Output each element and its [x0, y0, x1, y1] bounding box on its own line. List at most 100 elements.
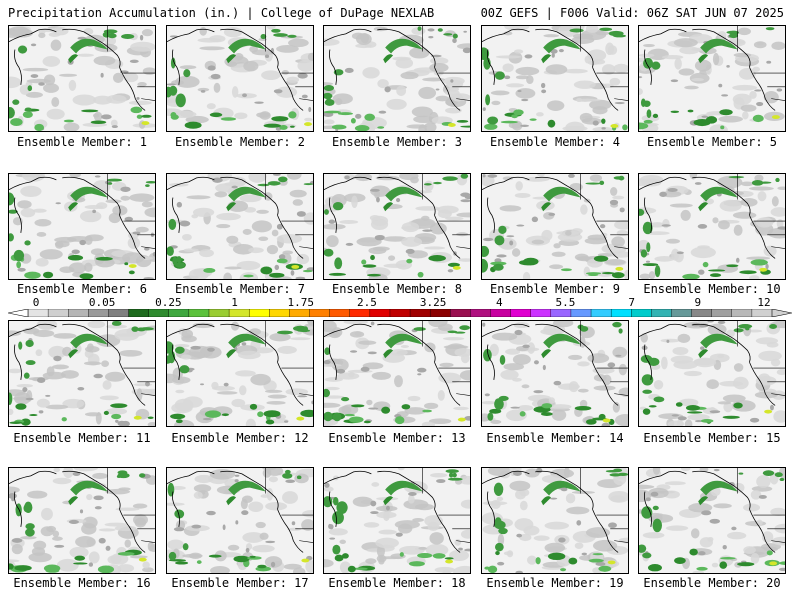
peak-precip-spot: [138, 557, 147, 562]
heavy-precip-areas: [167, 325, 313, 425]
na-west-coastline: [119, 215, 146, 259]
ensemble-map-panel: [481, 320, 629, 427]
heavy-precip-areas: [167, 176, 313, 278]
borders: [422, 26, 470, 101]
alaska-coastline: [220, 323, 279, 363]
na-west-coastline: [434, 67, 461, 111]
ensemble-member-label: Ensemble Member: 12: [171, 431, 309, 445]
borders: [580, 321, 628, 396]
colorbar-segment: [751, 309, 773, 317]
ensemble-map-panel: [8, 320, 156, 427]
coastlines: [482, 470, 619, 553]
ensemble-member-label: Ensemble Member: 2: [174, 135, 306, 149]
alaska-coastline: [377, 176, 436, 216]
state-borders: [137, 381, 155, 396]
colorbar-segment: [490, 309, 512, 317]
na-west-coastline: [277, 67, 304, 111]
siberia-coastline: [482, 470, 530, 485]
ensemble-map-panel: [323, 173, 471, 280]
ensemble-map-panel: [166, 320, 314, 427]
na-west-coastline: [749, 509, 776, 553]
alaska-coastline: [377, 28, 436, 68]
coastlines: [482, 323, 619, 406]
heavy-precip-areas: [484, 468, 628, 573]
ensemble-member-label: Ensemble Member: 4: [489, 135, 621, 149]
coastlines: [167, 28, 304, 111]
asia-coastline: [329, 344, 337, 380]
borders: [265, 26, 313, 101]
heavy-precip-areas: [167, 28, 312, 130]
colorbar-tick-label: 9: [694, 296, 702, 309]
ensemble-member-label: Ensemble Member: 20: [643, 576, 781, 590]
colorbar-left-arrow: [8, 309, 29, 317]
colorbar-segment: [289, 309, 311, 317]
light-precip-field: [639, 321, 785, 426]
na-west-coastline: [434, 215, 461, 259]
precip-map: [9, 468, 155, 573]
borders: [265, 321, 313, 396]
coastlines: [639, 176, 776, 259]
peak-precip-spot: [291, 264, 300, 269]
state-borders: [767, 234, 785, 249]
na-west-coastline: [277, 362, 304, 406]
colorbar-segment: [168, 309, 190, 317]
gulf-of-alaska-band: [228, 480, 266, 496]
gulf-of-alaska-band: [228, 38, 266, 54]
coastlines: [639, 28, 776, 111]
borders: [107, 468, 155, 543]
peak-precip-spot: [128, 264, 137, 269]
precip-map: [167, 174, 313, 279]
peak-precip-spot: [133, 415, 142, 420]
ensemble-member-label: Ensemble Member: 5: [646, 135, 778, 149]
heavy-precip-areas: [9, 29, 152, 131]
gulf-of-alaska-band: [543, 186, 581, 202]
colorbar-tick-label: 7: [628, 296, 635, 309]
colorbar-right-arrow: [771, 309, 792, 317]
ensemble-member-label: Ensemble Member: 13: [328, 431, 466, 445]
asia-coastline: [14, 344, 22, 380]
asia-coastline: [172, 49, 180, 85]
precip-map: [167, 26, 313, 131]
colorbar-tick-label: 2.5: [356, 296, 377, 309]
ensemble-member-label: Ensemble Member: 17: [171, 576, 309, 590]
coastlines: [9, 176, 146, 259]
colorbar-segment: [148, 309, 170, 317]
colorbar-tick-label: 0.25: [155, 296, 182, 309]
borders: [580, 174, 628, 249]
moderate-precip-field: [173, 474, 313, 568]
asia-coastline: [644, 49, 652, 85]
peak-precip-spot: [610, 124, 619, 128]
colorbar-segment: [671, 309, 693, 317]
colorbar-segment: [329, 309, 351, 317]
borders: [737, 26, 785, 101]
ensemble-member-label: Ensemble Member: 11: [13, 431, 151, 445]
gulf-of-alaska-band: [228, 186, 266, 202]
colorbar-segment: [108, 309, 130, 317]
ensemble-member-label: Ensemble Member: 9: [489, 282, 621, 296]
precip-map: [324, 321, 470, 426]
peak-precip-spot: [301, 558, 310, 563]
precip-map: [482, 468, 628, 573]
alaska-coastline: [377, 323, 436, 363]
moderate-precip-field: [639, 182, 785, 275]
state-borders: [610, 381, 628, 396]
siberia-coastline: [324, 470, 372, 485]
siberia-coastline: [167, 323, 215, 338]
precip-map: [639, 174, 785, 279]
colorbar-segment: [610, 309, 632, 317]
coastlines: [324, 28, 461, 111]
ensemble-member-label: Ensemble Member: 14: [486, 431, 624, 445]
heavy-precip-areas: [324, 325, 470, 425]
ensemble-map-panel: [8, 25, 156, 132]
peak-precip-spot: [769, 561, 778, 566]
gulf-of-alaska-band: [543, 38, 581, 54]
state-borders: [137, 234, 155, 249]
colorbar-tick-label: 0: [32, 296, 40, 309]
colorbar-segment: [510, 309, 532, 317]
state-borders: [137, 86, 155, 101]
colorbar-segment: [550, 309, 572, 317]
state-borders: [295, 234, 313, 249]
peak-precip-spot: [141, 121, 150, 126]
colorbar-segment: [470, 309, 492, 317]
coastlines: [482, 176, 619, 259]
